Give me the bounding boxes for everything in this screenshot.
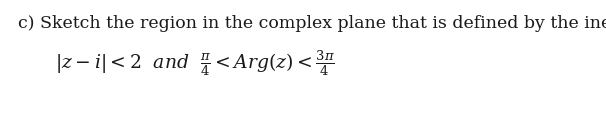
Text: $|z - i| < 2 \ \ \mathit{and} \ \ \frac{\pi}{4} < \mathit{Arg}(z) < \frac{3\pi}{: $|z - i| < 2 \ \ \mathit{and} \ \ \frac{… [55,48,335,78]
Text: c) Sketch the region in the complex plane that is defined by the inequalities,: c) Sketch the region in the complex plan… [18,15,606,32]
